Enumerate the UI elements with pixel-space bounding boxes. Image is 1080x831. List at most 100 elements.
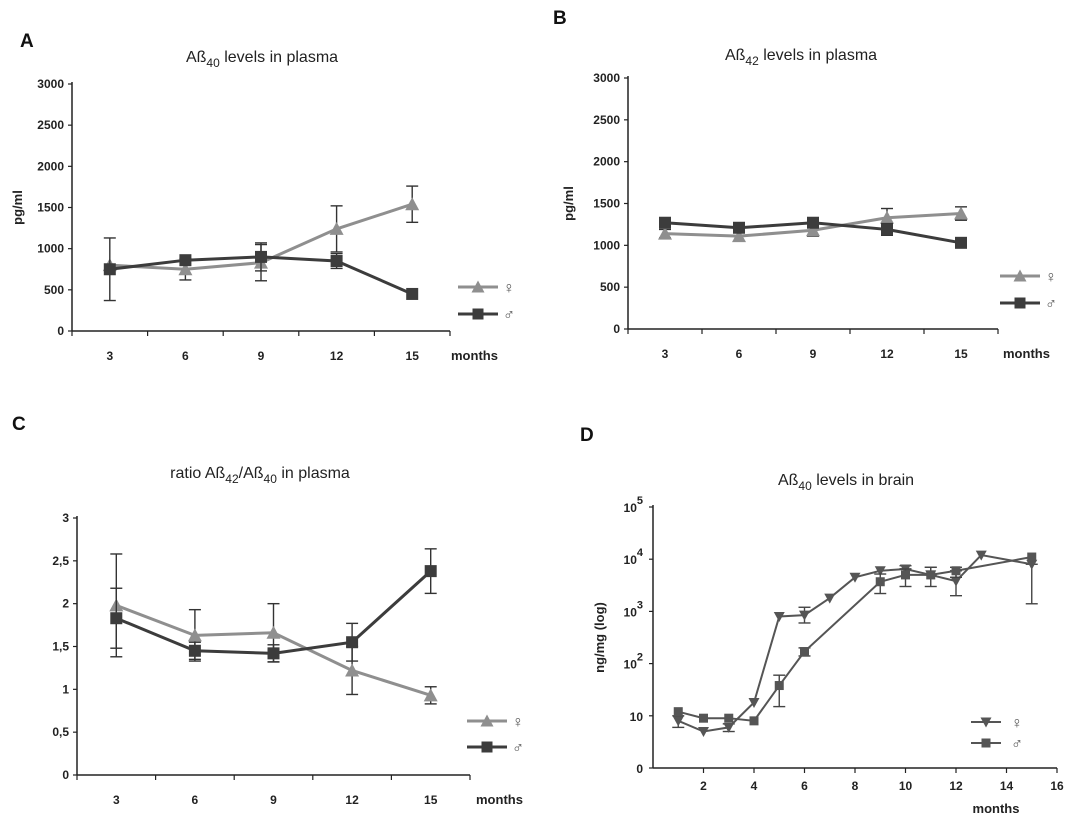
x-tick-label-d: 12 bbox=[949, 779, 963, 793]
x-tick-label-d: 4 bbox=[751, 779, 758, 793]
y-tick-label-c: 2,5 bbox=[52, 554, 69, 568]
x-tick-label-d: 2 bbox=[700, 779, 707, 793]
data-point-d-1 bbox=[1027, 552, 1037, 562]
x-tick-label-d: 8 bbox=[852, 779, 859, 793]
y-tick-label-b: 3000 bbox=[593, 71, 620, 85]
data-point-a-1 bbox=[406, 287, 419, 300]
data-point-b-1 bbox=[733, 221, 745, 234]
chart-title-b: Aß42 levels in plasma bbox=[725, 47, 877, 68]
data-point-d-1 bbox=[926, 570, 936, 580]
data-point-c-1 bbox=[424, 565, 437, 578]
data-point-c-1 bbox=[110, 612, 123, 625]
y-axis-label-b: pg/ml bbox=[561, 186, 576, 221]
y-tick-label-c: 1 bbox=[62, 682, 69, 696]
chart-title-c: ratio Aß42/Aß40 in plasma bbox=[170, 465, 350, 486]
data-point-b-0 bbox=[954, 206, 968, 220]
y-tick-label-d: 104 bbox=[624, 547, 644, 567]
y-tick-label-b: 2500 bbox=[593, 113, 620, 127]
panel-letter-d: D bbox=[580, 425, 594, 446]
y-tick-label-b: 1000 bbox=[593, 238, 620, 252]
y-tick-exponent: 4 bbox=[637, 547, 644, 559]
data-point-d-0 bbox=[748, 697, 760, 708]
data-point-d-1 bbox=[673, 707, 683, 717]
x-axis-label-d: months bbox=[973, 801, 1020, 816]
title-subscript: 42 bbox=[225, 472, 239, 486]
legend-marker-b-0 bbox=[1013, 269, 1027, 282]
x-axis-label-b: months bbox=[1003, 346, 1050, 361]
data-point-d-0 bbox=[874, 566, 886, 577]
legend-marker-b-1 bbox=[1014, 297, 1026, 309]
data-point-b-0 bbox=[658, 226, 672, 240]
data-point-a-1 bbox=[103, 263, 116, 276]
legend-marker-a-0 bbox=[471, 280, 485, 293]
y-tick-exponent: 5 bbox=[637, 495, 643, 507]
title-subscript: 40 bbox=[798, 479, 812, 493]
legend-symbol-d-0: ♀ bbox=[1011, 715, 1023, 732]
y-tick-base: 10 bbox=[624, 501, 638, 515]
data-point-c-0 bbox=[266, 625, 281, 639]
y-tick-label-c: 1,5 bbox=[52, 640, 69, 654]
title-text: Aß bbox=[778, 472, 799, 489]
y-tick-label-a: 1500 bbox=[37, 201, 64, 215]
data-point-b-1 bbox=[955, 236, 967, 249]
data-point-c-1 bbox=[188, 644, 201, 657]
data-point-d-0 bbox=[799, 610, 810, 621]
data-point-d-0 bbox=[723, 722, 735, 733]
data-point-b-0 bbox=[806, 223, 820, 237]
title-text-mid: /Aß bbox=[239, 465, 264, 482]
x-tick-label-a: 3 bbox=[106, 349, 113, 363]
data-point-a-0 bbox=[178, 262, 193, 276]
x-tick-label-a: 6 bbox=[182, 349, 189, 363]
y-tick-label-b: 1500 bbox=[593, 197, 620, 211]
chart-title-d: Aß40 levels in brain bbox=[778, 472, 914, 493]
legend-marker-c-0 bbox=[480, 714, 494, 727]
title-text-rest: levels in brain bbox=[812, 472, 914, 489]
data-point-a-0 bbox=[329, 221, 344, 235]
x-tick-label-c: 6 bbox=[192, 793, 199, 807]
legend-symbol-c-0: ♀ bbox=[512, 714, 524, 731]
y-tick-base: 10 bbox=[630, 710, 644, 724]
data-point-b-1 bbox=[881, 223, 893, 236]
title-text-rest: in plasma bbox=[277, 465, 350, 482]
y-tick-label-a: 500 bbox=[44, 283, 64, 297]
data-point-d-1 bbox=[951, 566, 961, 576]
data-point-d-0 bbox=[824, 593, 836, 604]
data-point-a-0 bbox=[405, 197, 420, 211]
legend-symbol-a-0: ♀ bbox=[503, 280, 515, 297]
data-point-d-1 bbox=[724, 713, 734, 723]
x-tick-label-c: 12 bbox=[345, 793, 359, 807]
x-tick-label-d: 6 bbox=[801, 779, 808, 793]
x-tick-label-d: 14 bbox=[1000, 779, 1014, 793]
chart-title-a: Aß40 levels in plasma bbox=[186, 49, 338, 70]
data-point-a-1 bbox=[330, 255, 343, 268]
x-tick-label-a: 12 bbox=[330, 349, 344, 363]
data-point-d-1 bbox=[901, 570, 910, 580]
data-point-d-1 bbox=[800, 647, 809, 657]
x-axis-label-a: months bbox=[451, 348, 498, 363]
data-point-d-0 bbox=[672, 716, 684, 727]
data-point-b-0 bbox=[880, 210, 894, 224]
y-tick-label-d: 105 bbox=[624, 495, 643, 515]
title-subscript: 42 bbox=[745, 54, 759, 68]
y-tick-base: 0 bbox=[636, 762, 643, 776]
data-point-b-0 bbox=[732, 229, 746, 243]
y-tick-label-a: 2500 bbox=[37, 118, 64, 132]
data-point-d-1 bbox=[875, 577, 885, 587]
x-tick-label-d: 16 bbox=[1050, 779, 1064, 793]
legend-marker-d-1 bbox=[981, 738, 991, 748]
title-text: ratio Aß bbox=[170, 465, 225, 482]
data-point-d-0 bbox=[975, 550, 987, 561]
y-tick-label-b: 2000 bbox=[593, 155, 620, 169]
y-tick-label-c: 2 bbox=[62, 597, 69, 611]
data-point-d-1 bbox=[749, 716, 759, 726]
y-tick-label-b: 0 bbox=[613, 322, 620, 336]
error-bar-d-0 bbox=[1025, 563, 1038, 605]
data-point-d-1 bbox=[699, 713, 708, 723]
y-tick-exponent: 3 bbox=[637, 599, 643, 611]
x-tick-label-b: 6 bbox=[736, 347, 743, 361]
title-text-rest: levels in plasma bbox=[759, 47, 877, 64]
x-tick-label-c: 3 bbox=[113, 793, 120, 807]
data-point-a-1 bbox=[255, 250, 267, 263]
data-point-d-0 bbox=[849, 572, 861, 583]
